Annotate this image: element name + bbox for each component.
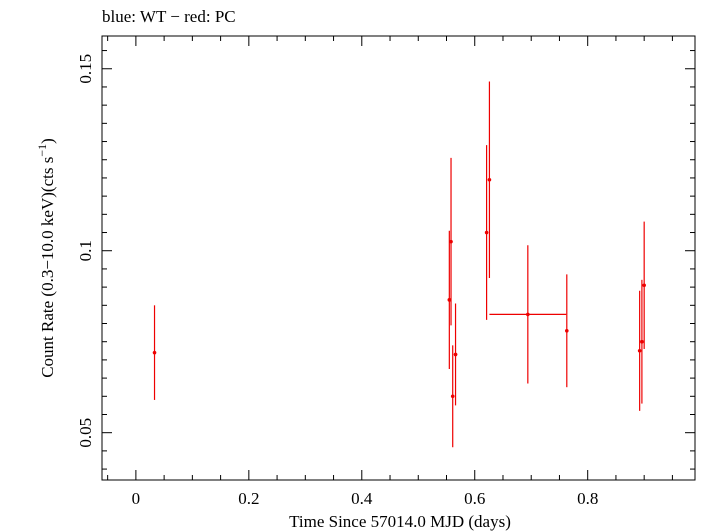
data-point [642, 221, 646, 349]
y-axis-title-main: Count Rate (0.3−10.0 keV)(cts s [38, 157, 57, 378]
y-tick-label: 0.15 [76, 54, 95, 84]
data-points [152, 81, 646, 448]
data-marker [526, 312, 530, 317]
data-marker [564, 328, 569, 333]
y-tick-label: 0.05 [76, 418, 95, 448]
x-axis-title: Time Since 57014.0 MJD (days) [289, 512, 511, 531]
x-axis-tick-labels: 0 0.2 0.4 0.6 0.8 [132, 489, 599, 508]
plot-area [101, 35, 696, 481]
data-point [484, 145, 489, 320]
data-point [453, 303, 458, 406]
x-tick-label: 0.2 [238, 489, 259, 508]
data-point [489, 245, 567, 384]
chart-title: blue: WT − red: PC [102, 7, 236, 26]
x-tick-label: 0 [132, 489, 141, 508]
plot-frame [101, 35, 696, 481]
data-point [447, 230, 452, 369]
data-point [152, 305, 157, 400]
data-marker [640, 339, 644, 344]
y-axis-title-end: ) [38, 138, 57, 144]
data-point [450, 345, 455, 448]
data-point [640, 279, 644, 404]
data-point [449, 157, 453, 326]
y-axis-title-superscript: −1 [35, 144, 49, 157]
data-marker [484, 230, 489, 235]
y-tick-label: 0.1 [76, 240, 95, 261]
data-marker [642, 283, 646, 288]
x-tick-label: 0.4 [351, 489, 373, 508]
x-tick-label: 0.6 [464, 489, 485, 508]
data-marker [487, 177, 492, 182]
data-marker [152, 350, 157, 355]
data-point [637, 290, 642, 411]
y-axis-tick-labels: 0.05 0.1 0.15 [76, 54, 95, 448]
y-axis-ticks [102, 50, 695, 470]
data-marker [450, 394, 455, 399]
data-marker [447, 298, 452, 302]
data-point [564, 274, 569, 388]
y-axis-title: Count Rate (0.3−10.0 keV)(cts s−1) [35, 138, 57, 378]
data-marker [453, 352, 458, 357]
data-point [487, 81, 492, 279]
x-axis-ticks [107, 36, 673, 480]
x-tick-label: 0.8 [577, 489, 598, 508]
data-marker [637, 349, 642, 353]
data-marker [449, 239, 453, 244]
